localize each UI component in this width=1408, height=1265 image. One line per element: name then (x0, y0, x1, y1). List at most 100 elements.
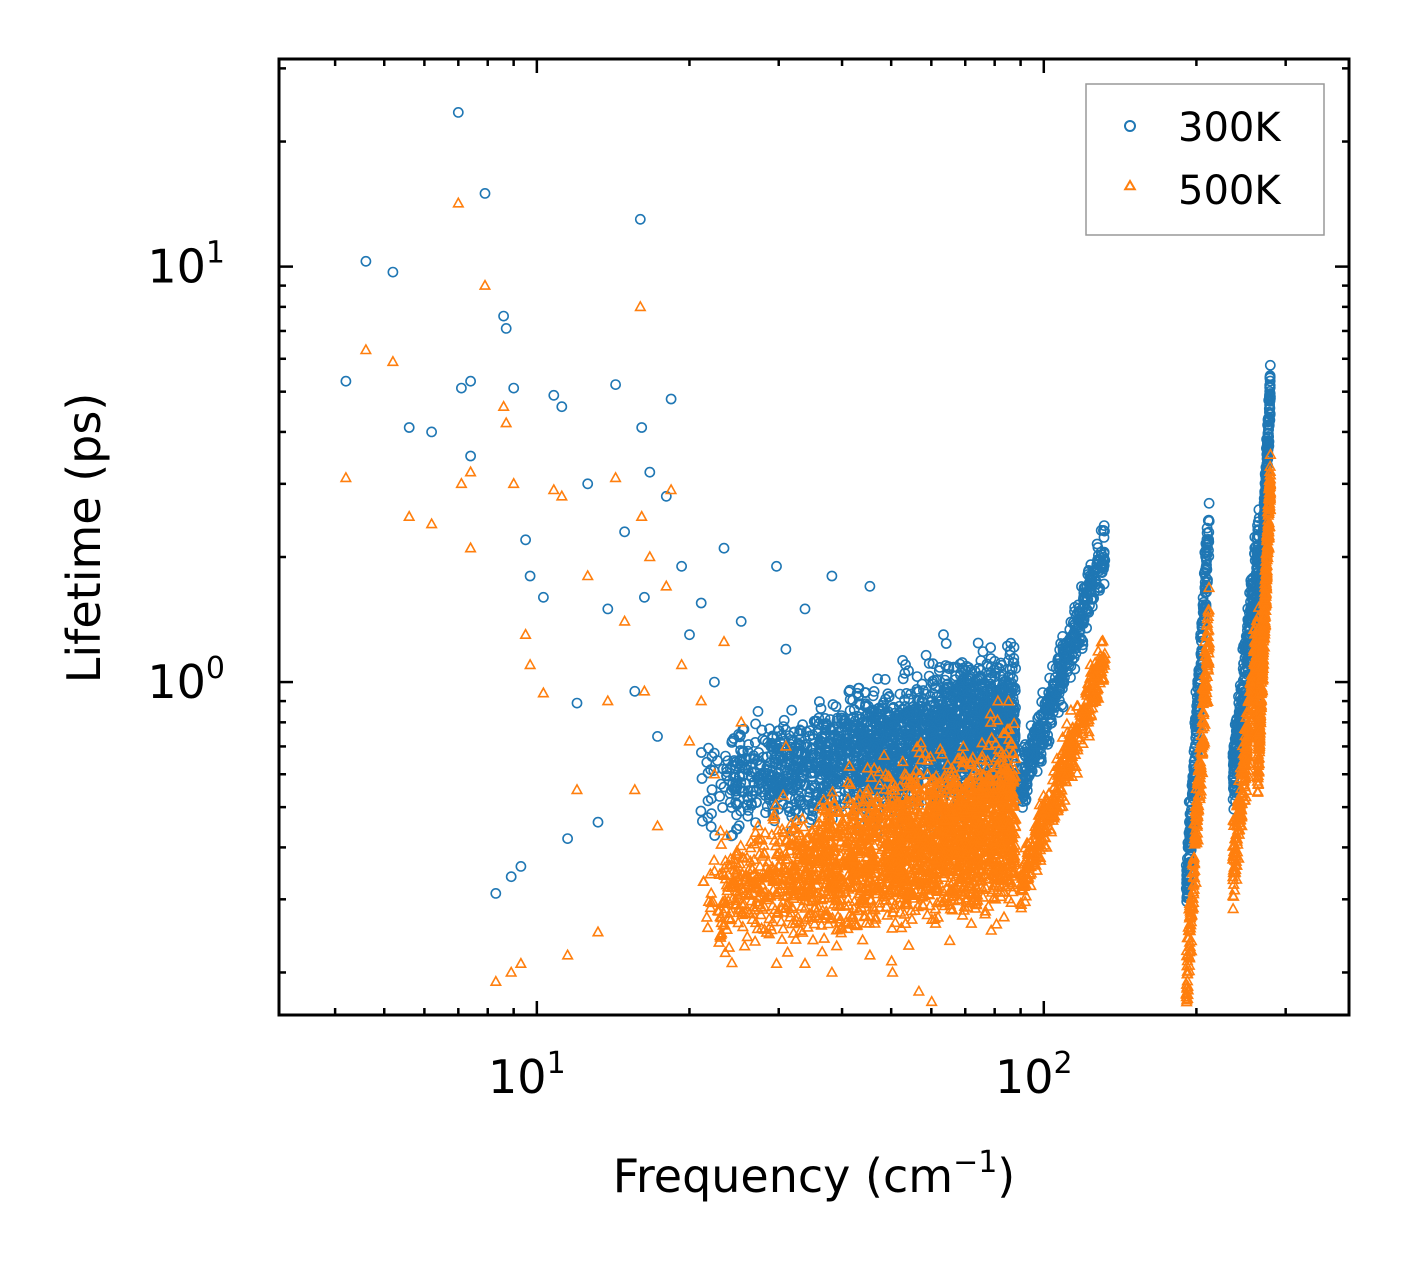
point-300k (676, 560, 687, 572)
point-300k (927, 675, 938, 687)
point-500k (561, 948, 574, 960)
point-300k (1262, 438, 1274, 450)
point-300k (965, 664, 976, 676)
point-300k (1024, 768, 1036, 780)
point-500k (497, 400, 510, 412)
point-300k (709, 676, 720, 688)
point-300k (1080, 586, 1092, 598)
point-500k (871, 790, 884, 802)
point-500k (751, 869, 764, 881)
point-300k (706, 784, 718, 796)
point-300k (747, 758, 759, 770)
point-300k (1264, 391, 1275, 403)
point-300k (731, 798, 743, 810)
point-300k (940, 660, 952, 671)
plot-area (339, 107, 1277, 1007)
point-300k (1022, 749, 1034, 761)
point-300k (465, 375, 476, 387)
point-500k (660, 579, 673, 591)
point-300k (816, 731, 827, 743)
point-500k (913, 746, 926, 758)
point-300k (885, 731, 897, 742)
point-300k (853, 751, 865, 763)
point-500k (519, 628, 532, 640)
point-500k (921, 753, 934, 765)
point-300k (1031, 723, 1043, 735)
point-300k (619, 526, 630, 538)
point-300k (1094, 565, 1105, 576)
point-300k (831, 734, 842, 746)
point-500k (581, 569, 594, 581)
point-500k (701, 921, 714, 933)
point-500k (478, 278, 492, 290)
point-300k (965, 724, 977, 736)
point-500k (777, 922, 790, 934)
point-300k (853, 728, 864, 739)
point-300k (636, 422, 648, 433)
point-500k (754, 885, 768, 897)
point-500k (738, 939, 751, 951)
point-300k (340, 375, 352, 387)
point-300k (923, 658, 935, 669)
point-300k (1202, 536, 1213, 548)
point-300k (1039, 699, 1051, 710)
point-300k (862, 700, 874, 712)
point-500k (980, 761, 994, 773)
point-300k (500, 322, 512, 334)
point-300k (387, 266, 399, 278)
point-300k (1006, 710, 1018, 721)
point-300k (814, 696, 825, 708)
point-300k (708, 747, 720, 759)
point-300k (934, 724, 945, 735)
point-300k (748, 753, 760, 765)
point-300k (789, 793, 801, 805)
point-500k (634, 300, 647, 312)
point-300k (742, 810, 754, 822)
point-500k (816, 945, 829, 957)
point-300k (799, 603, 811, 615)
point-300k (899, 708, 911, 720)
point-500k (861, 761, 874, 773)
point-300k (868, 686, 880, 697)
point-300k (1035, 743, 1046, 754)
point-300k (1082, 593, 1094, 605)
point-500k (863, 948, 877, 960)
point-300k (695, 805, 707, 817)
point-500k (794, 924, 807, 936)
point-300k (722, 755, 734, 767)
point-300k (1235, 684, 1247, 695)
point-300k (1061, 637, 1073, 648)
point-500k (761, 855, 775, 867)
point-300k (845, 720, 857, 732)
point-500k (628, 783, 641, 795)
point-300k (629, 685, 641, 697)
point-500k (878, 782, 891, 794)
point-300k (820, 722, 832, 733)
point-300k (882, 708, 894, 720)
point-300k (695, 597, 707, 609)
point-300k (644, 466, 656, 478)
point-500k (609, 471, 622, 483)
point-500k (715, 837, 728, 849)
point-300k (861, 737, 873, 749)
point-300k (752, 706, 764, 717)
point-300k (1019, 739, 1031, 750)
point-300k (927, 725, 939, 737)
point-500k (770, 957, 783, 969)
point-300k (1199, 564, 1211, 576)
point-300k (426, 426, 437, 438)
point-300k (804, 730, 815, 742)
point-300k (1263, 412, 1275, 424)
point-500k (978, 907, 992, 919)
point-300k (884, 759, 896, 771)
point-300k (748, 785, 759, 796)
point-300k (826, 724, 837, 736)
point-300k (790, 804, 802, 816)
point-300k (793, 807, 804, 819)
point-300k (854, 711, 865, 723)
point-300k (975, 670, 987, 682)
point-500k (537, 686, 550, 698)
point-300k (610, 379, 621, 390)
point-300k (1078, 612, 1090, 624)
point-500k (769, 798, 782, 810)
